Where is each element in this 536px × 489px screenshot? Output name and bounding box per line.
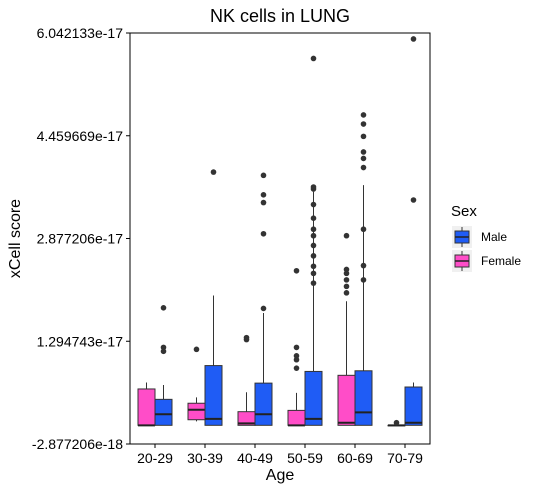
outlier-point xyxy=(310,232,317,239)
outlier-point xyxy=(260,172,267,179)
outlier-point xyxy=(293,356,300,363)
box-body xyxy=(287,409,306,426)
outlier-point xyxy=(310,270,317,277)
outlier-point xyxy=(310,201,317,208)
box-male-60-69 xyxy=(354,112,373,426)
box-body xyxy=(337,374,356,426)
box-body xyxy=(304,370,323,426)
outlier-point xyxy=(293,353,300,359)
outlier-point xyxy=(160,304,167,311)
outlier-point xyxy=(360,133,367,140)
outlier-point xyxy=(360,121,367,127)
outlier-point xyxy=(410,36,417,42)
outlier-point xyxy=(360,164,367,171)
box-male-20-29 xyxy=(154,304,173,426)
box-female-50-59 xyxy=(287,267,306,427)
x-tick-label: 70-79 xyxy=(387,450,423,466)
box-body xyxy=(404,386,423,426)
outlier-point xyxy=(310,55,317,62)
outlier-point xyxy=(160,344,167,351)
outlier-point xyxy=(360,149,367,155)
outlier-point xyxy=(260,199,267,206)
legend-entry-male: Male xyxy=(452,226,507,248)
outlier-point xyxy=(410,197,417,203)
x-tick-label: 60-69 xyxy=(337,450,373,466)
outlier-point xyxy=(343,232,350,239)
box-male-30-39 xyxy=(204,169,223,426)
outlier-point xyxy=(360,112,367,118)
x-tick-label: 40-49 xyxy=(237,450,273,466)
outlier-point xyxy=(343,266,350,273)
legend-title: Sex xyxy=(451,203,477,220)
box-female-40-49 xyxy=(237,334,256,426)
outlier-point xyxy=(260,192,267,198)
box-male-70-79 xyxy=(404,36,423,426)
plot-panel xyxy=(129,32,431,445)
outlier-point xyxy=(393,419,400,426)
y-axis: 6.042133e-17 4.459669e-17 2.877206e-17 1.29… xyxy=(32,25,130,452)
outlier-point xyxy=(343,277,350,283)
outlier-point xyxy=(310,263,317,270)
x-tick-label: 20-29 xyxy=(137,450,173,466)
box-body xyxy=(354,370,373,426)
box-body xyxy=(137,388,156,426)
outlier-point xyxy=(160,348,167,355)
y-tick-label: 4.459669e-17 xyxy=(37,128,124,144)
legend-entries: Male Female xyxy=(452,226,521,272)
y-tick-label: 2.877206e-17 xyxy=(37,231,124,247)
outlier-point xyxy=(243,334,250,341)
chart-title: NK cells in LUNG xyxy=(210,6,350,26)
outlier-point xyxy=(260,230,267,237)
box-male-40-49 xyxy=(254,172,273,426)
box-male-50-59 xyxy=(304,55,323,426)
y-tick-label: 6.042133e-17 xyxy=(37,25,124,41)
outlier-point xyxy=(360,226,367,233)
box-body xyxy=(204,365,223,426)
outlier-point xyxy=(310,242,317,249)
box-female-20-29 xyxy=(137,382,156,427)
outlier-point xyxy=(293,267,300,274)
outlier-point xyxy=(360,155,367,162)
outlier-point xyxy=(360,277,367,283)
outlier-point xyxy=(360,262,367,269)
x-axis: 20-29 30-39 40-49 50-59 60-69 70-79 xyxy=(137,444,423,466)
outlier-point xyxy=(343,283,350,290)
outlier-point xyxy=(293,365,300,371)
y-tick-label: 1.294743e-17 xyxy=(37,333,124,349)
x-axis-title: Age xyxy=(266,467,295,484)
outlier-point xyxy=(310,226,317,233)
outlier-point xyxy=(343,290,350,296)
outlier-point xyxy=(260,305,267,312)
outlier-point xyxy=(293,344,300,351)
legend-label: Male xyxy=(481,230,507,244)
outlier-point xyxy=(210,169,217,175)
outlier-point xyxy=(310,184,317,190)
x-tick-label: 50-59 xyxy=(287,450,323,466)
legend-label: Female xyxy=(481,254,521,268)
box-female-60-69 xyxy=(337,232,356,426)
box-female-70-79 xyxy=(387,419,406,427)
box-group xyxy=(137,36,423,427)
outlier-point xyxy=(310,253,317,259)
y-axis-title: xCell score xyxy=(7,199,24,278)
outlier-point xyxy=(343,270,350,277)
outlier-point xyxy=(310,215,317,221)
y-tick-label: -2.877206e-18 xyxy=(32,436,123,452)
legend-entry-female: Female xyxy=(452,250,521,272)
box-body xyxy=(254,382,273,426)
outlier-point xyxy=(193,346,200,353)
legend: Sex Male Female xyxy=(451,203,521,272)
box-female-30-39 xyxy=(187,346,206,422)
box-body xyxy=(187,402,206,421)
x-tick-label: 30-39 xyxy=(187,450,223,466)
box-body xyxy=(154,398,173,426)
outlier-point xyxy=(310,280,317,286)
